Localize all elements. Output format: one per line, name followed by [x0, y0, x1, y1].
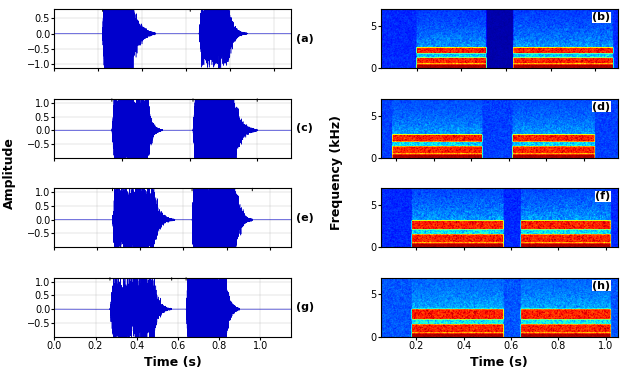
X-axis label: Time (s): Time (s)	[144, 356, 202, 369]
Text: (c): (c)	[296, 123, 313, 133]
X-axis label: Time (s): Time (s)	[470, 356, 528, 369]
Text: (e): (e)	[296, 213, 314, 223]
Text: Amplitude: Amplitude	[3, 137, 16, 209]
Text: (g): (g)	[296, 302, 314, 312]
Text: (d): (d)	[593, 102, 611, 112]
Text: (f): (f)	[595, 191, 611, 201]
Text: (a): (a)	[296, 34, 314, 44]
Text: Frequency (kHz): Frequency (kHz)	[330, 115, 342, 230]
Text: (h): (h)	[593, 280, 611, 291]
Text: (b): (b)	[593, 12, 611, 22]
